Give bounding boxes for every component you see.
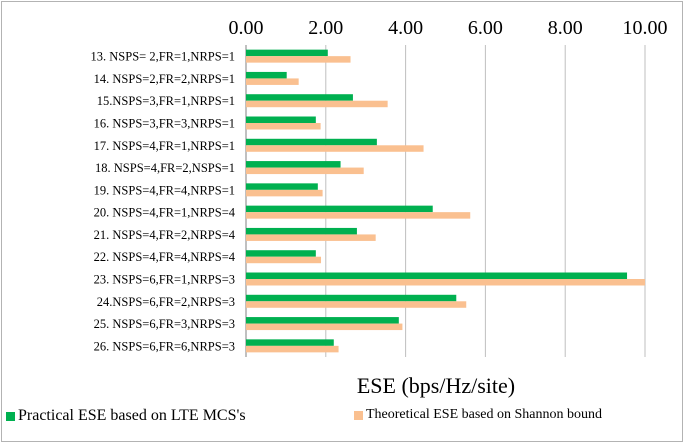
category-label: 19. NSPS=4,FR=4,NRPS=1 [94, 183, 235, 197]
category-label: 18. NSPS=4,FR=2,NSPS=1 [95, 161, 235, 175]
x-tick-label: 0.00 [229, 17, 264, 39]
category-label: 21. NSPS=4,FR=2,NRPS=4 [94, 228, 236, 242]
bars [246, 49, 645, 353]
category-label: 24.NSPS=6,FR=2,NRPS=3 [97, 295, 235, 309]
legend-swatch-practical [6, 411, 15, 421]
bar-practical [246, 205, 433, 213]
category-label: 20. NSPS=4,FR=1,NRPS=4 [94, 206, 236, 220]
category-label: 15.NSPS=3,FR=1,NRPS=1 [97, 94, 235, 108]
x-tick-label: 8.00 [548, 17, 583, 39]
legend-label-practical: Practical ESE based on LTE MCS's [18, 407, 246, 424]
category-label: 16. NSPS=3,FR=3,NRPS=1 [94, 117, 235, 131]
bar-practical [246, 250, 316, 257]
bar-theoretical [246, 256, 322, 264]
x-tick-label: 10.00 [623, 17, 668, 39]
legend-item-practical: Practical ESE based on LTE MCS's [6, 407, 246, 425]
legend: Practical ESE based on LTE MCS's Theoret… [0, 407, 686, 429]
category-label: 14. NSPS=2,FR=2,NRPS=1 [94, 72, 235, 86]
bar-theoretical [246, 189, 323, 197]
gridlines [245, 45, 646, 357]
bar-practical [246, 272, 628, 279]
bar-theoretical [246, 212, 471, 219]
bar-practical [246, 317, 399, 324]
category-label: 25. NSPS=6,FR=3,NRPS=3 [94, 317, 235, 331]
bar-practical [246, 294, 457, 302]
bar-practical [246, 94, 353, 101]
x-tick-label: 4.00 [388, 17, 423, 39]
legend-swatch-theoretical [354, 410, 363, 420]
bar-practical [246, 71, 287, 79]
bar-theoretical [246, 100, 388, 108]
bar-theoretical [246, 279, 645, 286]
bar-theoretical [246, 78, 299, 85]
bar-theoretical [246, 323, 403, 331]
legend-item-theoretical: Theoretical ESE based on Shannon bound [354, 407, 602, 423]
bar-practical [246, 183, 318, 190]
bar-practical [246, 49, 328, 57]
bar-practical [246, 227, 357, 235]
x-tick-label: 6.00 [468, 17, 503, 39]
bar-theoretical [246, 234, 376, 241]
bar-practical [246, 339, 334, 346]
bar-theoretical [246, 167, 364, 175]
legend-label-theoretical: Theoretical ESE based on Shannon bound [366, 407, 603, 422]
bar-theoretical [246, 145, 424, 152]
category-label: 13. NSPS= 2,FR=1,NRPS=1 [91, 50, 235, 64]
category-label: 17. NSPS=4,FR=1,NRPS=1 [94, 139, 235, 153]
x-axis-label: ESE (bps/Hz/site) [357, 373, 515, 398]
category-labels: 13. NSPS= 2,FR=1,NRPS=1 14. NSPS=2,FR=2,N… [91, 50, 236, 354]
bar-theoretical [246, 345, 339, 353]
x-tick-label: 2.00 [308, 17, 343, 39]
bar-theoretical [246, 301, 467, 308]
bar-practical [246, 161, 341, 168]
bar-theoretical [246, 123, 321, 130]
bar-theoretical [246, 56, 351, 63]
category-label: 26. NSPS=6,FR=6,NRPS=3 [94, 339, 235, 353]
category-label: 22. NSPS=4,FR=4,NRPS=4 [94, 250, 236, 264]
bar-practical [246, 138, 377, 146]
x-axis-ticks: 0.00 2.00 4.00 6.00 8.00 10.00 [229, 17, 668, 39]
category-label: 23. NSPS=6,FR=1,NRPS=3 [94, 273, 235, 287]
bar-practical [246, 116, 316, 123]
